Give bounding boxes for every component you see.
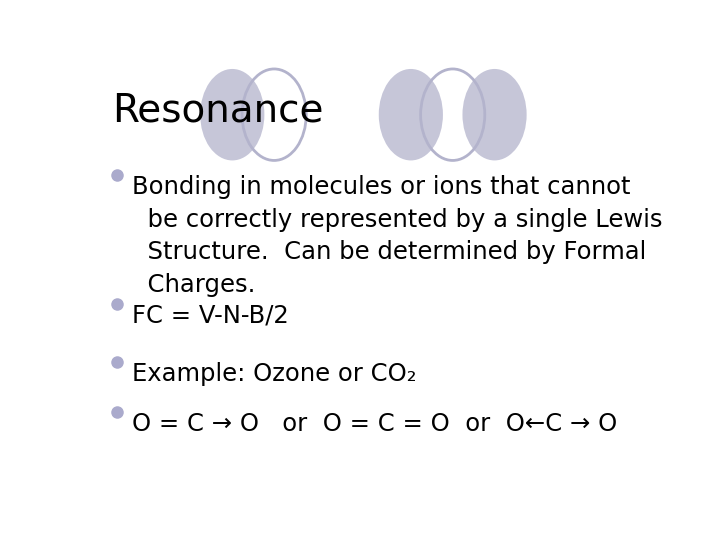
Ellipse shape xyxy=(379,69,443,160)
Text: Resonance: Resonance xyxy=(112,92,324,130)
Text: FC = V-N-B/2: FC = V-N-B/2 xyxy=(132,304,289,328)
Text: Example: Ozone or CO₂: Example: Ozone or CO₂ xyxy=(132,362,416,386)
Text: O = C → O   or  O = C = O  or  O←C → O: O = C → O or O = C = O or O←C → O xyxy=(132,412,617,436)
Ellipse shape xyxy=(200,69,264,160)
Text: Bonding in molecules or ions that cannot
  be correctly represented by a single : Bonding in molecules or ions that cannot… xyxy=(132,175,662,296)
Ellipse shape xyxy=(462,69,526,160)
